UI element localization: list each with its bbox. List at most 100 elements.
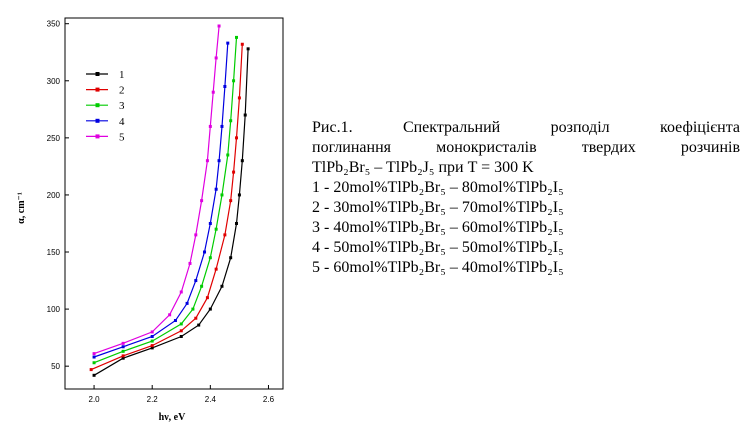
figure-caption: Рис.1. Спектральний розподіл коефіцієнта… <box>312 118 740 278</box>
data-point <box>217 24 221 28</box>
legend-marker-3 <box>95 103 100 108</box>
caption-line-3: TlPb₂Br₅ – TlPb₂J₅ при T = 300 K <box>312 159 534 176</box>
data-point <box>232 79 236 83</box>
y-tick-label: 300 <box>47 77 61 86</box>
data-point <box>214 56 218 60</box>
data-point <box>226 41 230 45</box>
data-point <box>208 256 212 260</box>
data-point <box>150 346 154 350</box>
data-point <box>168 313 172 317</box>
series-1 <box>92 47 250 377</box>
series-3 <box>92 35 238 365</box>
data-point <box>232 170 236 174</box>
data-point <box>179 329 183 333</box>
y-tick-label: 150 <box>47 248 61 257</box>
data-point <box>92 352 96 356</box>
legend-label-5: 5 <box>119 131 125 143</box>
data-point <box>214 267 218 271</box>
data-point <box>150 339 154 343</box>
data-point <box>214 227 218 231</box>
data-point <box>179 322 183 326</box>
data-point <box>185 301 189 305</box>
data-point <box>205 159 209 163</box>
data-point <box>240 159 244 163</box>
data-point <box>197 323 201 327</box>
data-point <box>243 113 247 117</box>
data-point <box>150 344 154 348</box>
y-tick-label: 250 <box>47 134 61 143</box>
data-point <box>121 345 125 349</box>
caption-item-3: 3 - 40mol%TlPb₂Br₅ – 60mol%TlPb₂I₅ <box>312 219 564 236</box>
data-point <box>194 233 198 237</box>
data-point <box>237 193 241 197</box>
data-point <box>188 261 192 265</box>
data-point <box>208 221 212 225</box>
data-point <box>150 330 154 334</box>
data-point <box>194 316 198 320</box>
data-point <box>121 341 125 345</box>
series-2 <box>89 42 244 372</box>
caption-line-2: поглинання монокристалів твердих розчині… <box>312 139 740 156</box>
legend: 1 2 3 4 5 <box>86 69 125 143</box>
caption-item-1: 1 - 20mol%TlPb₂Br₅ – 80mol%TlPb₂I₅ <box>312 179 564 196</box>
plot-frame <box>64 17 284 390</box>
caption-item-5: 5 - 60mol%TlPb₂Br₅ – 40mol%TlPb₂I₅ <box>312 259 564 276</box>
data-point <box>150 334 154 338</box>
data-point <box>89 368 93 372</box>
series-line-4 <box>93 43 229 358</box>
x-axis-title: hν, eV <box>159 412 186 423</box>
series-line-1 <box>93 48 249 376</box>
x-tick-label: 2.2 <box>147 395 159 404</box>
data-point <box>240 42 244 46</box>
x-tick-label: 2.6 <box>263 395 275 404</box>
legend-label-2: 2 <box>119 85 125 97</box>
x-tick-label: 2.4 <box>205 395 217 404</box>
data-point <box>226 153 230 157</box>
y-tick-label: 350 <box>47 20 61 29</box>
absorption-chart: 2.0 2.2 2.4 2.6 50 100 150 200 250 300 350 hν, eV… <box>16 17 284 423</box>
data-point <box>229 199 233 203</box>
y-axis-ticks: 50 100 150 200 250 300 350 <box>47 20 69 371</box>
series-5 <box>92 24 221 356</box>
data-point <box>92 355 96 359</box>
data-point <box>173 319 177 323</box>
data-point <box>237 96 241 100</box>
data-point <box>208 307 212 311</box>
y-tick-label: 200 <box>47 191 61 200</box>
data-point <box>191 307 195 311</box>
series-line-3 <box>93 37 238 364</box>
caption-line-1: Рис.1. Спектральний розподіл коефіцієнта <box>312 119 740 136</box>
data-point <box>121 354 125 358</box>
data-point <box>92 361 96 365</box>
data-point <box>121 349 125 353</box>
data-point <box>121 356 125 360</box>
data-point <box>208 124 212 128</box>
data-point <box>194 279 198 283</box>
x-axis-ticks: 2.0 2.2 2.4 2.6 <box>89 385 275 404</box>
data-point <box>220 284 224 288</box>
data-point <box>214 187 218 191</box>
data-point <box>203 250 207 254</box>
caption-item-4: 4 - 50mol%TlPb₂Br₅ – 50mol%TlPb₂I₅ <box>312 239 564 256</box>
data-point <box>200 199 204 203</box>
data-point <box>234 136 238 140</box>
legend-marker-1 <box>95 72 100 76</box>
legend-marker-4 <box>95 118 100 123</box>
data-point <box>234 221 238 225</box>
series-4 <box>92 41 230 359</box>
series-layer <box>89 24 250 377</box>
series-line-5 <box>93 25 220 355</box>
y-tick-label: 50 <box>51 362 60 371</box>
data-point <box>92 373 96 377</box>
y-axis-title: α, cm⁻¹ <box>16 192 27 224</box>
data-point <box>211 90 215 94</box>
legend-label-1: 1 <box>119 69 125 81</box>
data-point <box>234 35 238 39</box>
data-point <box>205 296 209 300</box>
x-tick-label: 2.0 <box>89 395 101 404</box>
data-point <box>229 119 233 123</box>
data-point <box>246 47 250 51</box>
data-point <box>229 256 233 260</box>
data-point <box>220 124 224 128</box>
legend-marker-2 <box>95 87 100 92</box>
